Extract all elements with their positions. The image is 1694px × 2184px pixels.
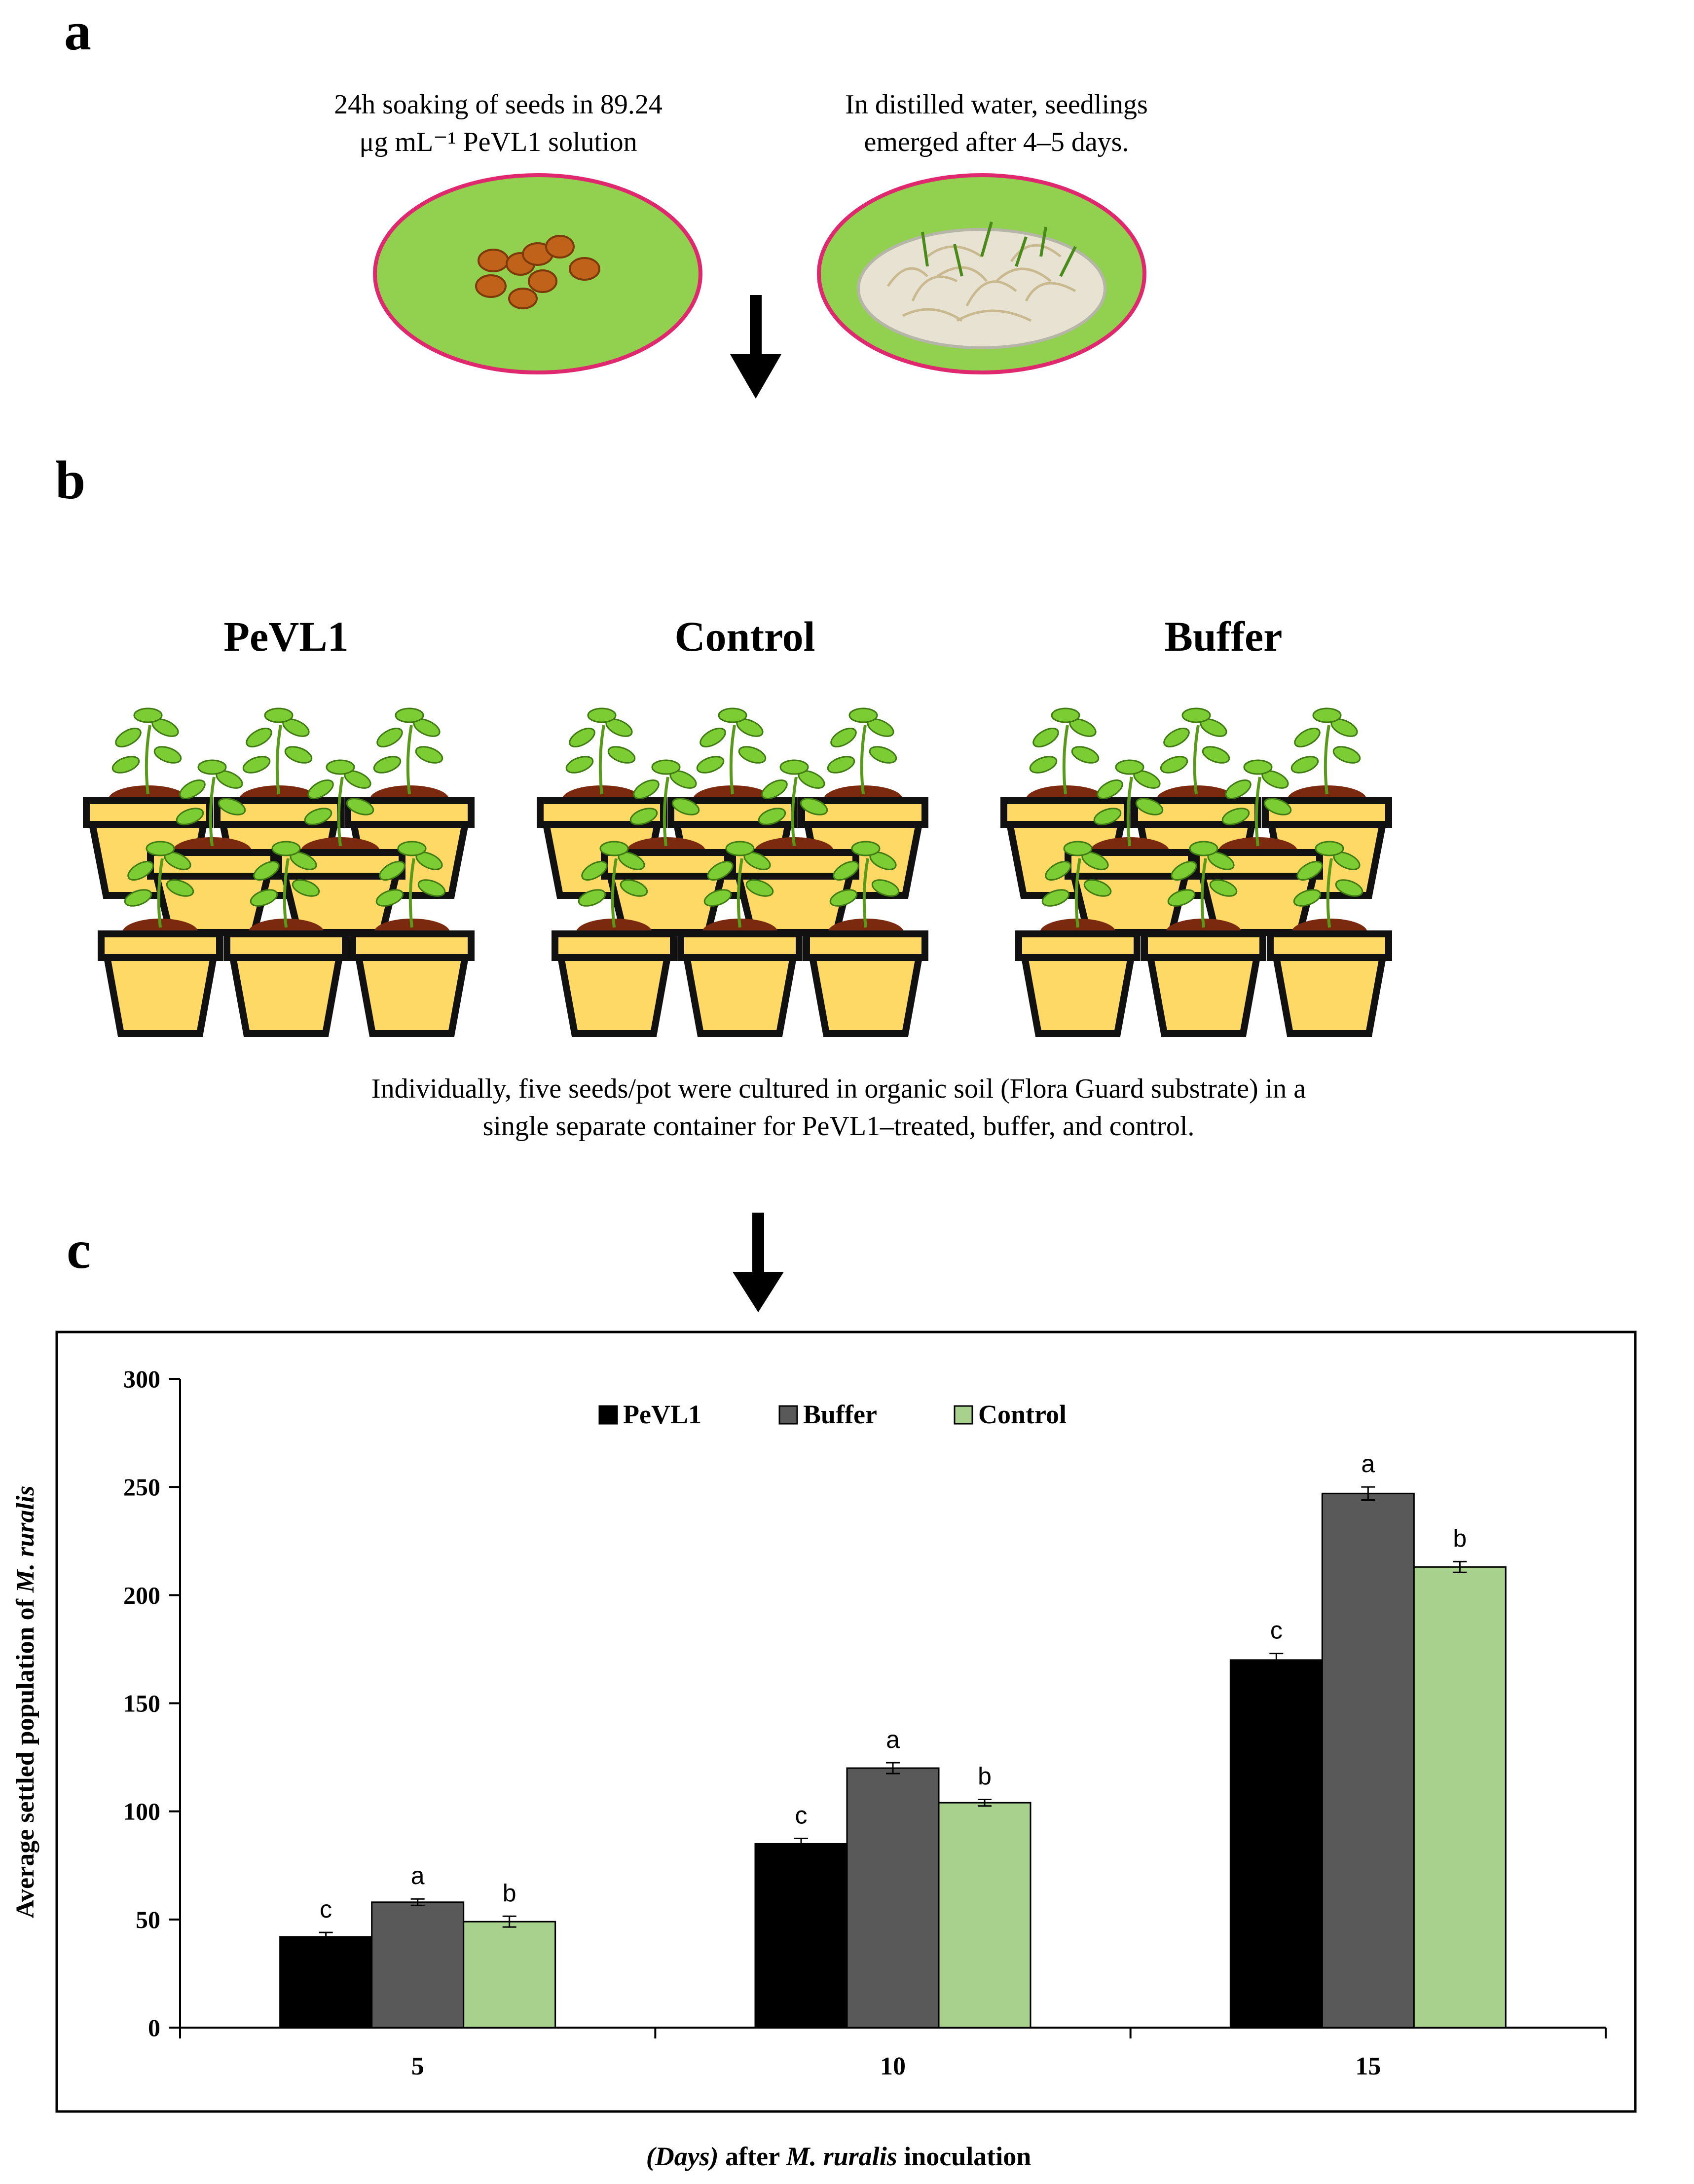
x-axis-label-end: inoculation (897, 2142, 1031, 2171)
y-tick-label: 0 (148, 2014, 160, 2041)
bar-control-day-15 (1413, 1566, 1507, 2029)
legend-swatch-control (954, 1405, 973, 1425)
bar-buffer-day-15 (1321, 1492, 1415, 2029)
legend-label-pevl1: PeVL1 (623, 1400, 701, 1429)
bar-buffer-day-10 (846, 1767, 940, 2029)
x-tick-label: 15 (1355, 2052, 1381, 2080)
legend-swatch-buffer (778, 1405, 798, 1425)
panel-a-graphic (373, 173, 1146, 399)
legend-label-control: Control (978, 1400, 1067, 1429)
arrow-down-icon (730, 295, 781, 399)
seedling-caption-line2: emerged after 4–5 days. (864, 126, 1129, 157)
soak-caption-line2: μg mL⁻¹ PeVL1 solution (359, 126, 637, 157)
seedling-caption-line1: In distilled water, seedlings (845, 89, 1148, 120)
x-axis-label-mid: after (718, 2142, 786, 2171)
y-tick-label: 150 (123, 1690, 160, 1717)
bar-pevl1-day-5 (279, 1936, 373, 2029)
panel-letter-a: a (64, 1, 91, 61)
culture-caption-line2: single separate container for PeVL1–trea… (482, 1111, 1195, 1142)
significance-letter: b (503, 1879, 516, 1907)
petri-dish (857, 228, 1106, 349)
y-tick-label: 50 (136, 1906, 160, 1933)
legend-label-buffer: Buffer (803, 1400, 877, 1429)
pot-arrays (83, 707, 1392, 1037)
panel-letter-b: b (55, 450, 86, 510)
panel-letter-c: c (67, 1220, 91, 1280)
soak-caption: 24h soaking of seeds in 89.24 μg mL⁻¹ Pe… (276, 86, 720, 161)
bar-control-day-5 (463, 1921, 556, 2029)
group-title-buffer: Buffer (1164, 613, 1283, 660)
significance-letter: a (886, 1726, 900, 1753)
bar-pevl1-day-15 (1229, 1659, 1323, 2029)
significance-letter: a (411, 1862, 425, 1889)
bar-pevl1-day-10 (754, 1843, 848, 2029)
x-axis-label-days: (Days) (646, 2142, 719, 2171)
pot-group-0 (83, 707, 475, 1037)
pot-group-2 (1000, 707, 1392, 1037)
x-axis-label: (Days) after M. ruralis inoculation (345, 2141, 1332, 2172)
sprouts (886, 244, 1076, 322)
y-tick-label: 100 (123, 1798, 160, 1825)
significance-letter: c (795, 1801, 808, 1829)
sprout-leaves (921, 222, 1077, 277)
significance-letter: b (1453, 1524, 1467, 1552)
y-axis-label-prefix: Average settled population of (11, 1592, 39, 1919)
arrow-down-icon (733, 1213, 784, 1312)
x-axis-label-species: M. ruralis (786, 2142, 897, 2171)
y-tick-label: 300 (123, 1365, 160, 1393)
significance-letter: c (1270, 1617, 1283, 1644)
significance-letter: a (1361, 1450, 1375, 1478)
culture-caption: Individually, five seeds/pot were cultur… (148, 1071, 1529, 1145)
bar-control-day-10 (938, 1802, 1031, 2029)
y-axis-label-species: M. ruralis (11, 1485, 39, 1593)
bar-buffer-day-5 (371, 1901, 465, 2029)
legend-swatch-pevl1 (598, 1405, 618, 1425)
x-tick-label: 10 (880, 2052, 906, 2080)
y-tick-label: 200 (123, 1581, 160, 1609)
seedling-caption: In distilled water, seedlings emerged af… (774, 86, 1218, 161)
y-axis-label: Average settled population of M. ruralis (11, 1485, 39, 1918)
group-title-pevl1: PeVL1 (223, 613, 349, 660)
soak-caption-line1: 24h soaking of seeds in 89.24 (334, 89, 663, 120)
seeds (475, 235, 600, 309)
arrow-2 (733, 1213, 784, 1312)
culture-caption-line1: Individually, five seeds/pot were cultur… (371, 1073, 1306, 1104)
y-tick-label: 250 (123, 1473, 160, 1501)
x-tick-label: 5 (411, 2052, 424, 2080)
significance-letter: c (320, 1895, 332, 1923)
pot-group-1 (537, 707, 928, 1037)
group-title-control: Control (674, 613, 815, 660)
significance-letter: b (978, 1763, 992, 1790)
